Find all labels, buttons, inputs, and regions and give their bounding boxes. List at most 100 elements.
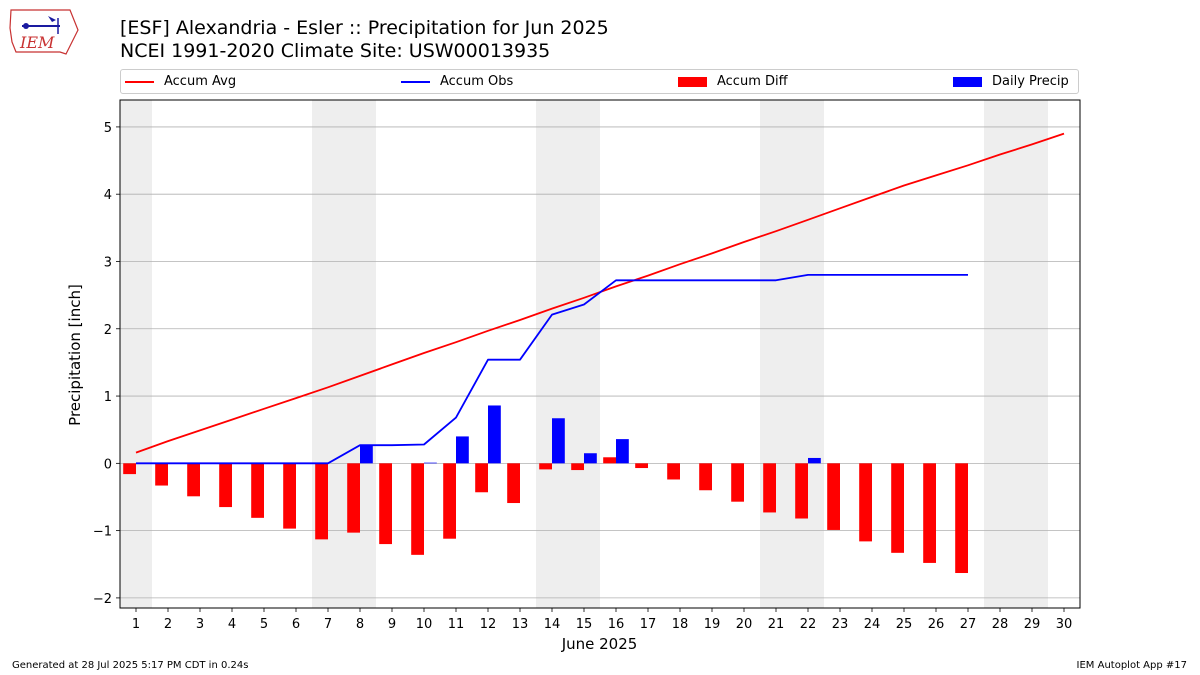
accum-diff-bar <box>763 463 776 513</box>
x-tick-label: 10 <box>416 617 433 632</box>
x-tick-label: 6 <box>292 617 300 632</box>
x-tick-label: 30 <box>1056 617 1073 632</box>
accum-diff-bar <box>699 463 712 491</box>
x-tick-label: 2 <box>164 617 172 632</box>
x-tick-label: 13 <box>512 617 529 632</box>
accum-diff-bar <box>667 463 680 480</box>
accum-diff-bar <box>283 463 296 529</box>
legend-label-accum-diff: Accum Diff <box>717 74 788 89</box>
daily-precip-bar <box>360 445 373 464</box>
accum-diff-bar <box>571 463 584 471</box>
x-tick-label: 27 <box>960 617 977 632</box>
weekend-band-21 <box>760 100 792 608</box>
accum-diff-bar <box>539 463 552 470</box>
legend-swatch-accum-avg <box>125 80 154 83</box>
accum-diff-bar <box>219 463 232 508</box>
x-tick-label: 1 <box>132 617 140 632</box>
x-tick-label: 19 <box>704 617 721 632</box>
weekend-band-15 <box>568 100 600 608</box>
accum-diff-bar <box>411 463 424 555</box>
weekend-bands <box>120 100 1048 608</box>
x-tick-label: 29 <box>1024 617 1041 632</box>
accum-diff-bar <box>923 463 936 563</box>
iem-logo: IEM <box>8 6 80 60</box>
accum-diff-bar <box>635 463 648 469</box>
legend-swatch-accum-obs <box>401 80 430 83</box>
x-tick-label: 26 <box>928 617 945 632</box>
daily-precip-bar <box>488 405 501 464</box>
legend-swatch-daily-precip <box>953 76 982 87</box>
x-tick-label: 21 <box>768 617 785 632</box>
daily-precip-bar <box>456 436 469 464</box>
accum-diff-bar <box>123 463 136 475</box>
legend-swatch-accum-diff <box>678 76 707 87</box>
x-axis-label: June 2025 <box>561 635 638 653</box>
x-tick-label: 9 <box>388 617 396 632</box>
x-tick-label: 11 <box>448 617 465 632</box>
legend-label-daily-precip: Daily Precip <box>992 74 1069 89</box>
daily-precip-bar <box>424 462 437 464</box>
daily-precip-bar <box>552 418 565 464</box>
weekend-band-14 <box>536 100 568 608</box>
daily-precip-bar <box>616 439 629 464</box>
x-tick-label: 16 <box>608 617 625 632</box>
accum-diff-bar <box>507 463 520 504</box>
x-tick-label: 17 <box>640 617 657 632</box>
x-tick-label: 12 <box>480 617 497 632</box>
y-tick-label: −1 <box>93 525 112 540</box>
bar-marks <box>123 405 968 574</box>
accum-obs-line <box>136 273 968 465</box>
accum-diff-bar <box>251 463 264 518</box>
accum-diff-bar <box>155 463 168 486</box>
y-tick-label: 0 <box>104 457 112 472</box>
legend-item-daily-precip: Daily Precip <box>953 70 1069 93</box>
weekend-band-29 <box>1016 100 1048 608</box>
x-tick-label: 20 <box>736 617 753 632</box>
accum-diff-bar <box>443 463 456 539</box>
y-tick-label: −2 <box>93 592 112 607</box>
y-tick-label: 5 <box>104 121 112 136</box>
x-tick-label: 24 <box>864 617 881 632</box>
chart-subtitle: NCEI 1991-2020 Climate Site: USW00013935 <box>120 40 551 62</box>
chart-title: [ESF] Alexandria - Esler :: Precipitatio… <box>120 17 609 39</box>
x-tick-label: 15 <box>576 617 593 632</box>
chart-legend: Accum Avg Accum Obs Accum Diff Daily Pre… <box>120 69 1079 94</box>
legend-item-accum-avg: Accum Avg <box>125 70 236 93</box>
x-tick-label: 18 <box>672 617 689 632</box>
accum-diff-bar <box>859 463 872 542</box>
x-tick-label: 5 <box>260 617 268 632</box>
y-tick-label: 1 <box>104 390 112 405</box>
grid-lines <box>120 126 1080 599</box>
x-tick-label: 23 <box>832 617 849 632</box>
legend-label-accum-avg: Accum Avg <box>164 74 237 89</box>
weekend-band-22 <box>792 100 824 608</box>
accum-diff-bar <box>891 463 904 553</box>
footer-app-text: IEM Autoplot App #17 <box>1076 660 1187 671</box>
svg-text:IEM: IEM <box>19 33 55 52</box>
legend-item-accum-obs: Accum Obs <box>401 70 513 93</box>
legend-item-accum-diff: Accum Diff <box>678 70 788 93</box>
accum-diff-bar <box>731 463 744 502</box>
footer-generated-text: Generated at 28 Jul 2025 5:17 PM CDT in … <box>12 660 249 671</box>
x-tick-label: 4 <box>228 617 236 632</box>
y-tick-label: 3 <box>104 255 112 270</box>
accum-diff-bar <box>475 463 488 493</box>
plot-frame <box>119 99 1081 609</box>
x-tick-label: 22 <box>800 617 817 632</box>
accum-diff-bar <box>379 463 392 545</box>
y-tick-label: 4 <box>104 188 112 203</box>
x-tick-label: 3 <box>196 617 204 632</box>
weekend-band-1 <box>120 100 152 608</box>
x-tick-label: 7 <box>324 617 332 632</box>
x-tick-label: 28 <box>992 617 1009 632</box>
x-tick-label: 8 <box>356 617 364 632</box>
accum-diff-bar <box>347 463 360 533</box>
accum-diff-bar <box>603 457 616 464</box>
daily-precip-bar <box>808 457 821 464</box>
accum-diff-bar <box>827 463 840 530</box>
x-tick-label: 14 <box>544 617 561 632</box>
accum-diff-bar <box>187 463 200 497</box>
accum-diff-bar <box>795 463 808 519</box>
